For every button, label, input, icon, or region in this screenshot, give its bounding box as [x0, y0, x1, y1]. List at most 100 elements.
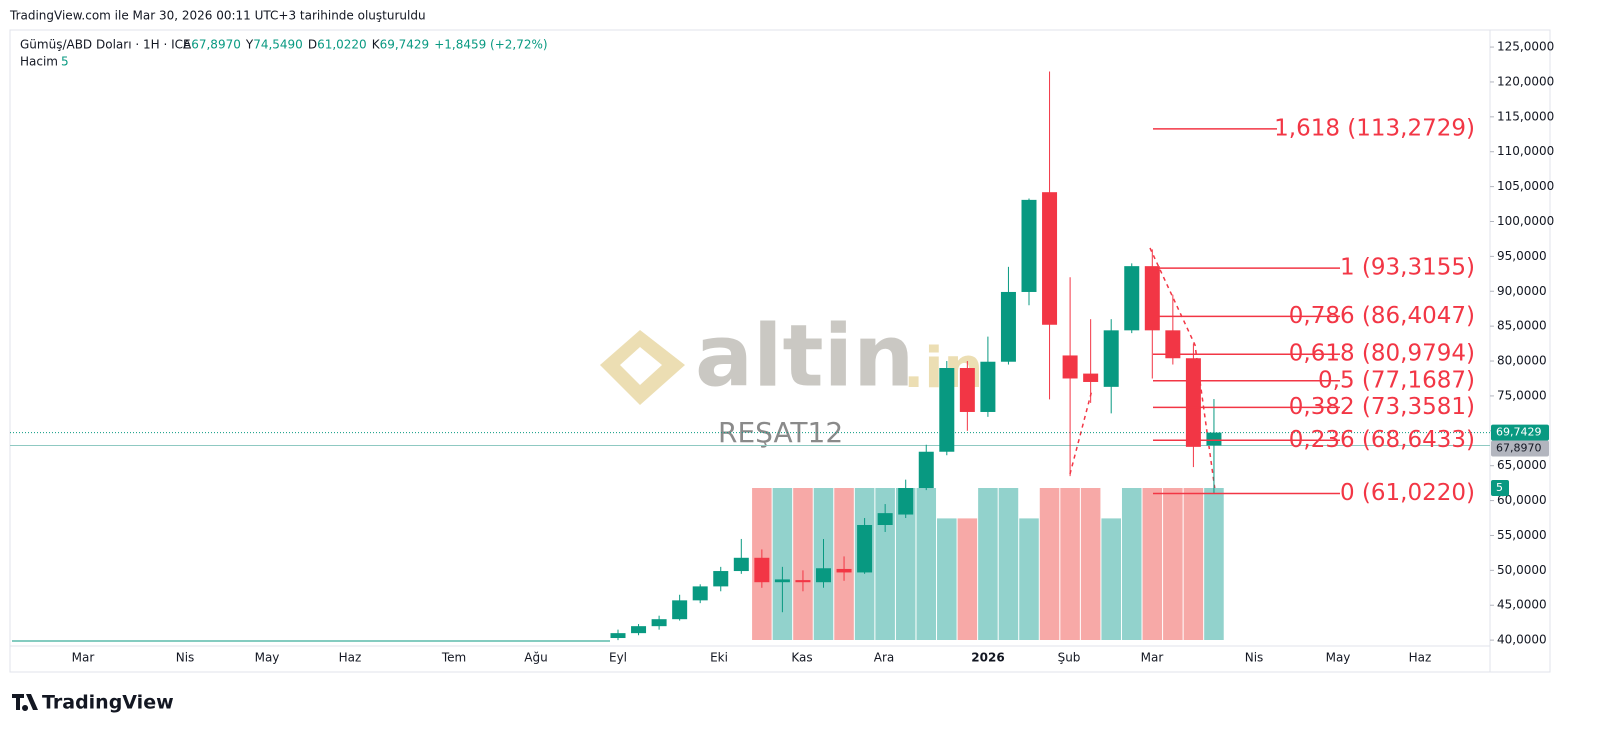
frame [9, 29, 1551, 673]
legend-key: K [372, 38, 381, 52]
watermark-icon-inner [620, 347, 662, 385]
brand-logo [12, 694, 38, 711]
volume-bar [957, 518, 978, 640]
legend-value: +1,8459 (+2,72%) [434, 38, 547, 52]
candle-body [1042, 192, 1058, 325]
drawing-zigzag [1069, 247, 1216, 491]
volume-bar [793, 488, 813, 640]
symbol: Gümüş/ABD Doları · 1H · ICE [20, 38, 191, 52]
legend-value: 67,8970 [191, 38, 241, 52]
watermark-user: REŞAT12 [718, 416, 843, 449]
volume-bar [1183, 488, 1204, 640]
y-tick-label: 55,0000 [1497, 528, 1547, 542]
candle-body [733, 557, 749, 572]
fib-label: 0 (61,0220) [1340, 480, 1475, 506]
y-tick-label: 60,0000 [1497, 493, 1547, 507]
x-tick-label: Nis [1245, 651, 1264, 665]
legend: Gümüş/ABD Doları · 1H · ICE Hacim 5 [20, 38, 191, 69]
volume-bar [998, 488, 1019, 640]
y-tick-label: 50,0000 [1497, 563, 1547, 577]
volume-badge [1491, 480, 1509, 496]
candle-body [1083, 373, 1099, 382]
x-tick-label: Tem [441, 651, 466, 665]
y-tick-label: 90,0000 [1497, 284, 1547, 298]
candle-body [959, 368, 975, 412]
y-tick-label: 75,0000 [1497, 388, 1547, 402]
candle-body [877, 513, 893, 525]
legend-key: D [308, 38, 317, 52]
brand-name: TradingView [42, 692, 174, 714]
candle-body [857, 524, 873, 573]
price-badge [1491, 424, 1549, 441]
volume-bar [1204, 488, 1224, 640]
candle-body [1021, 199, 1037, 292]
candle-body [692, 586, 708, 601]
volume-bar [1019, 518, 1039, 640]
candle-body [1144, 266, 1160, 331]
volume-label: Hacim [20, 55, 58, 69]
x-tick-label: Şub [1058, 651, 1081, 665]
volume-bar [1101, 518, 1121, 640]
price-badge-label: 67,8970 [1496, 441, 1542, 454]
candle-body [1062, 355, 1078, 379]
candle-body [631, 626, 647, 634]
candle-body [1206, 432, 1222, 446]
candle-body [713, 571, 729, 587]
watermark-logo: altin [695, 306, 914, 406]
volume-bar [916, 488, 937, 640]
watermark-icon [600, 330, 685, 405]
legend-value: 69,7429 [380, 38, 430, 52]
fib-label: 1 (93,3155) [1340, 255, 1475, 281]
x-tick-label: Ağu [524, 651, 547, 665]
x-tick-label: Haz [339, 651, 362, 665]
price-badge-label: 69,7429 [1496, 426, 1542, 439]
volume-bar [895, 488, 916, 640]
candle-body [1185, 358, 1201, 447]
x-tick-label: Kas [791, 651, 812, 665]
volume-bar [1121, 488, 1142, 640]
candle-body [672, 600, 688, 620]
y-tick-label: 125,0000 [1497, 40, 1554, 54]
volume-bar [1039, 488, 1060, 640]
candle-body [610, 633, 626, 639]
volume-value: 5 [61, 55, 69, 69]
candle-body [1103, 330, 1119, 387]
x-tick-label: Mar [72, 651, 95, 665]
x-tick-label: Nis [176, 651, 195, 665]
watermark: altin .in [600, 306, 983, 406]
legend-key: Y [245, 38, 254, 52]
brand: TradingView [12, 692, 174, 714]
y-tick-label: 95,0000 [1497, 249, 1547, 263]
x-tick-label: Eki [710, 651, 728, 665]
fib-label: 0,382 (73,3581) [1289, 394, 1475, 420]
fib-label: 0,786 (86,4047) [1289, 303, 1475, 329]
y-tick-label: 105,0000 [1497, 179, 1554, 193]
volume-bar [1142, 488, 1163, 640]
y-tick-label: 85,0000 [1497, 319, 1547, 333]
candle-body [816, 568, 831, 583]
volume-bar [1060, 488, 1080, 640]
fib-label: 0,236 (68,6433) [1289, 427, 1475, 453]
y-tick-label: 110,0000 [1497, 144, 1554, 158]
candle-body [651, 619, 667, 627]
y-tick-label: 80,0000 [1497, 354, 1547, 368]
fib-label: 0,5 (77,1687) [1318, 367, 1475, 393]
candle-body [939, 368, 955, 452]
candle-body [1124, 266, 1140, 331]
x-tick-label: Ara [874, 651, 895, 665]
volume-bar [1080, 488, 1101, 640]
legend-value: 74,5490 [253, 38, 303, 52]
x-tick-label: Eyl [609, 651, 627, 665]
price-badge [1491, 440, 1549, 457]
y-tick-label: 115,0000 [1497, 109, 1554, 123]
candle-body [1165, 330, 1181, 359]
volume-bar [875, 488, 895, 640]
y-tick-label: 40,0000 [1497, 633, 1547, 647]
candle-body [898, 488, 914, 515]
x-tick-label: May [1326, 651, 1351, 665]
candle-body [774, 579, 790, 583]
x-tick-label: 2026 [971, 651, 1004, 665]
volume-badge-label: 5 [1496, 481, 1503, 494]
x-tick-label: Mar [1141, 651, 1164, 665]
